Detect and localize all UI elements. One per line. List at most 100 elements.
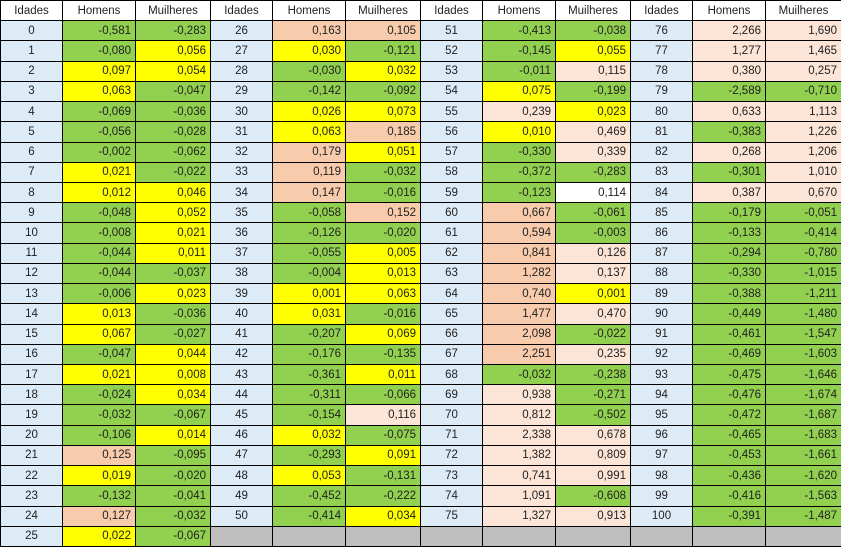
age-cell[interactable]: 41 [211,324,273,345]
age-cell[interactable]: 100 [631,506,693,527]
age-cell[interactable]: 68 [421,364,483,386]
homens-value-cell[interactable]: 2,098 [483,324,556,345]
age-cell[interactable]: 32 [211,142,273,163]
age-cell[interactable]: 38 [211,263,273,285]
muilheres-value-cell[interactable]: 0,005 [346,243,421,264]
muilheres-value-cell[interactable]: 0,137 [556,263,631,285]
homens-value-cell[interactable]: -0,123 [483,182,556,204]
muilheres-value-cell[interactable]: 0,115 [556,61,631,82]
homens-value-cell[interactable]: -0,058 [273,203,346,224]
muilheres-value-cell[interactable]: 0,339 [556,142,631,163]
homens-value-cell[interactable]: -0,414 [273,506,346,527]
age-cell[interactable]: 97 [631,445,693,467]
age-cell[interactable]: 64 [421,284,483,305]
homens-value-cell[interactable]: 0,032 [273,425,346,446]
homens-value-cell[interactable]: 2,338 [483,425,556,446]
homens-value-cell[interactable]: 0,063 [273,122,346,143]
muilheres-value-cell[interactable]: 0,011 [136,243,211,264]
muilheres-value-cell[interactable]: 1,010 [766,162,841,183]
muilheres-value-cell[interactable]: 0,011 [346,364,421,386]
age-cell[interactable]: 42 [211,344,273,365]
age-cell[interactable]: 57 [421,142,483,163]
age-cell[interactable]: 56 [421,122,483,143]
homens-value-cell[interactable]: 0,031 [273,304,346,325]
homens-value-cell[interactable]: -0,154 [273,405,346,426]
age-cell[interactable]: 3 [1,81,63,103]
homens-value-cell[interactable]: -0,126 [273,223,346,244]
muilheres-value-cell[interactable]: -0,238 [556,364,631,386]
age-cell[interactable]: 23 [1,486,63,507]
homens-value-cell[interactable]: -0,301 [693,162,766,183]
muilheres-value-cell[interactable]: -0,283 [556,162,631,183]
homens-value-cell[interactable]: 0,026 [273,102,346,123]
muilheres-value-cell[interactable]: 1,465 [766,41,841,62]
age-cell[interactable]: 95 [631,405,693,426]
muilheres-value-cell[interactable]: -1,683 [766,425,841,446]
homens-value-cell[interactable]: 1,277 [693,41,766,62]
age-cell[interactable]: 4 [1,102,63,123]
age-cell[interactable]: 91 [631,324,693,345]
muilheres-value-cell[interactable]: 0,073 [346,102,421,123]
empty-gray-cell[interactable] [273,526,346,547]
muilheres-value-cell[interactable]: 0,034 [346,506,421,527]
empty-gray-cell[interactable] [483,526,556,547]
homens-value-cell[interactable]: 0,268 [693,142,766,163]
muilheres-value-cell[interactable]: 0,034 [136,385,211,406]
homens-value-cell[interactable]: -0,581 [63,21,136,42]
muilheres-value-cell[interactable]: -1,603 [766,344,841,365]
age-cell[interactable]: 1 [1,41,63,62]
age-cell[interactable]: 96 [631,425,693,446]
homens-value-cell[interactable]: -0,024 [63,385,136,406]
muilheres-value-cell[interactable]: -1,661 [766,445,841,467]
homens-value-cell[interactable]: 0,021 [63,162,136,183]
muilheres-value-cell[interactable]: -1,563 [766,486,841,507]
muilheres-value-cell[interactable]: -0,047 [136,81,211,103]
homens-value-cell[interactable]: -0,207 [273,324,346,345]
muilheres-value-cell[interactable]: 0,114 [556,182,631,204]
age-cell[interactable]: 6 [1,142,63,163]
age-cell[interactable]: 65 [421,304,483,325]
age-cell[interactable]: 82 [631,142,693,163]
age-cell[interactable]: 72 [421,445,483,467]
age-cell[interactable]: 63 [421,263,483,285]
muilheres-value-cell[interactable]: -1,547 [766,324,841,345]
muilheres-value-cell[interactable]: -0,414 [766,223,841,244]
muilheres-value-cell[interactable]: -0,131 [346,466,421,487]
muilheres-value-cell[interactable]: 0,056 [136,41,211,62]
homens-value-cell[interactable]: -0,453 [693,445,766,467]
age-cell[interactable]: 31 [211,122,273,143]
age-cell[interactable]: 98 [631,466,693,487]
empty-gray-cell[interactable] [346,526,421,547]
age-cell[interactable]: 66 [421,324,483,345]
muilheres-value-cell[interactable]: -0,022 [136,162,211,183]
homens-value-cell[interactable]: 0,022 [63,526,136,547]
muilheres-value-cell[interactable]: 0,185 [346,122,421,143]
homens-value-cell[interactable]: 1,477 [483,304,556,325]
age-cell[interactable]: 37 [211,243,273,264]
muilheres-value-cell[interactable]: 0,069 [346,324,421,345]
homens-value-cell[interactable]: -0,311 [273,385,346,406]
column-header-idades[interactable]: Idades [631,1,693,22]
column-header-muilheres[interactable]: Muilheres [556,1,631,22]
empty-gray-cell[interactable] [693,526,766,547]
column-header-homens[interactable]: Homens [63,1,136,22]
age-cell[interactable]: 35 [211,203,273,224]
muilheres-value-cell[interactable]: 0,008 [136,364,211,386]
age-cell[interactable]: 19 [1,405,63,426]
age-cell[interactable]: 70 [421,405,483,426]
homens-value-cell[interactable]: 0,741 [483,466,556,487]
homens-value-cell[interactable]: -0,293 [273,445,346,467]
age-cell[interactable]: 99 [631,486,693,507]
age-cell[interactable]: 27 [211,41,273,62]
age-cell[interactable]: 87 [631,243,693,264]
muilheres-value-cell[interactable]: 0,051 [346,142,421,163]
age-cell[interactable]: 44 [211,385,273,406]
muilheres-value-cell[interactable]: -0,066 [346,385,421,406]
homens-value-cell[interactable]: 0,053 [273,466,346,487]
muilheres-value-cell[interactable]: 1,690 [766,21,841,42]
muilheres-value-cell[interactable]: 1,113 [766,102,841,123]
muilheres-value-cell[interactable]: -0,780 [766,243,841,264]
age-cell[interactable]: 89 [631,284,693,305]
muilheres-value-cell[interactable]: -0,051 [766,203,841,224]
age-cell[interactable]: 9 [1,203,63,224]
